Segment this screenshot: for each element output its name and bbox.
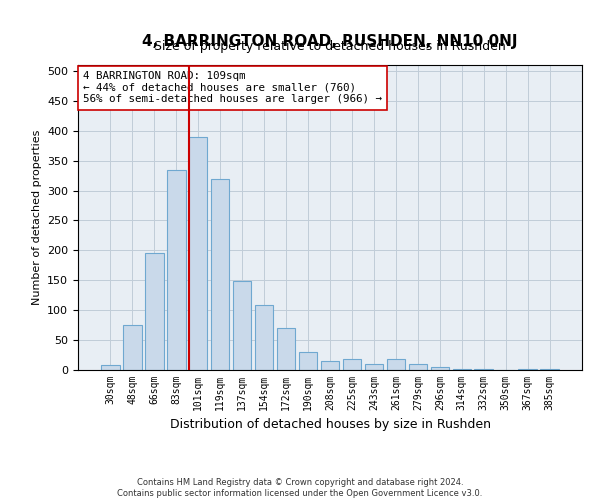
Bar <box>320 361 340 370</box>
Bar <box>233 282 251 370</box>
Bar <box>167 170 185 370</box>
Bar <box>123 325 142 370</box>
Bar <box>386 359 405 370</box>
Bar <box>409 364 427 370</box>
Bar <box>343 359 361 370</box>
Bar <box>101 365 119 370</box>
Bar <box>211 178 229 370</box>
Bar <box>189 137 208 370</box>
Text: Contains HM Land Registry data © Crown copyright and database right 2024.
Contai: Contains HM Land Registry data © Crown c… <box>118 478 482 498</box>
Y-axis label: Number of detached properties: Number of detached properties <box>32 130 41 305</box>
Bar <box>299 352 317 370</box>
Bar <box>255 306 274 370</box>
Bar <box>277 328 295 370</box>
X-axis label: Distribution of detached houses by size in Rushden: Distribution of detached houses by size … <box>170 418 491 432</box>
Bar <box>365 364 383 370</box>
Bar <box>145 254 164 370</box>
Text: 4 BARRINGTON ROAD: 109sqm
← 44% of detached houses are smaller (760)
56% of semi: 4 BARRINGTON ROAD: 109sqm ← 44% of detac… <box>83 71 382 104</box>
Bar <box>452 369 471 370</box>
Bar <box>431 367 449 370</box>
Title: 4, BARRINGTON ROAD, RUSHDEN, NN10 0NJ: 4, BARRINGTON ROAD, RUSHDEN, NN10 0NJ <box>142 34 518 48</box>
Text: Size of property relative to detached houses in Rushden: Size of property relative to detached ho… <box>154 40 506 53</box>
